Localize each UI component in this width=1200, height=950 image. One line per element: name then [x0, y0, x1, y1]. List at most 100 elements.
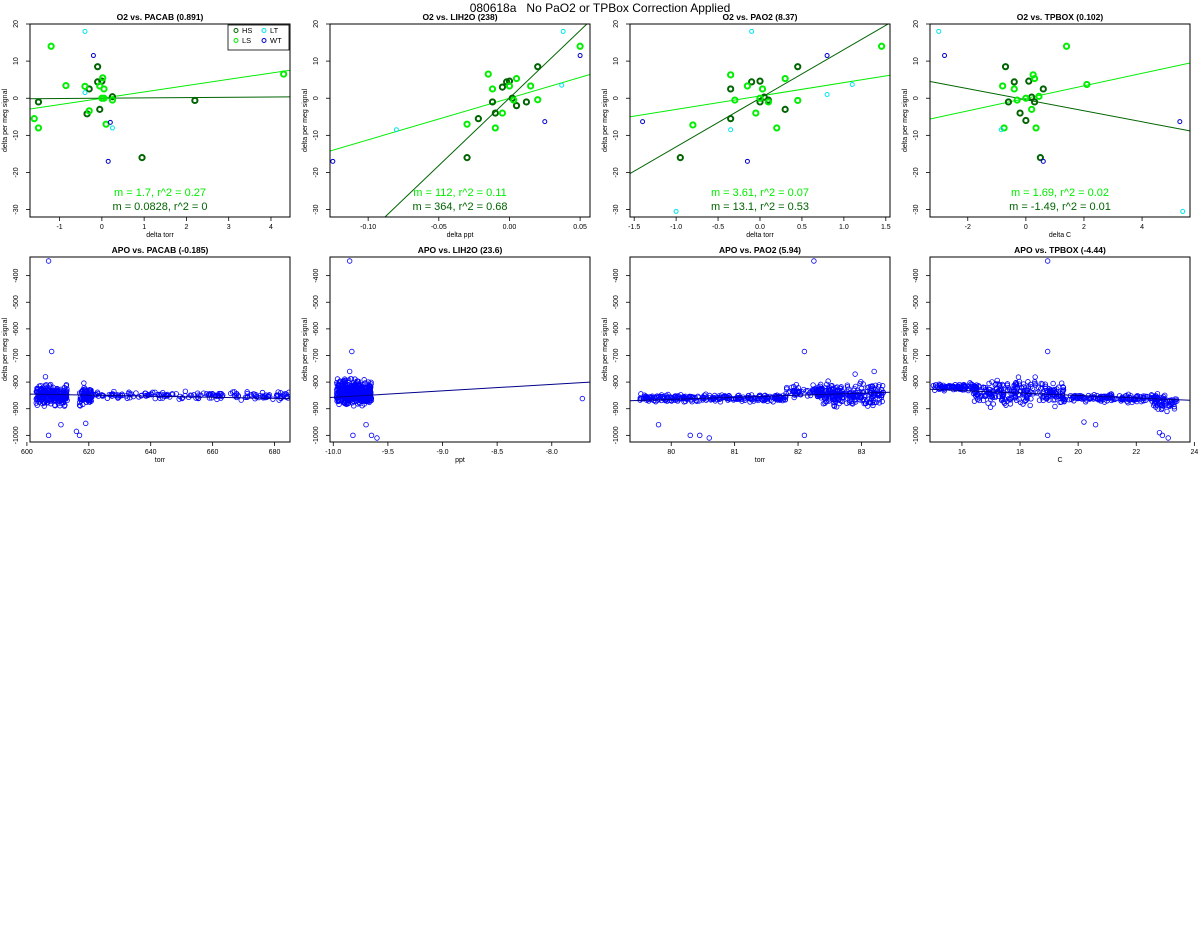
data-point [869, 383, 875, 389]
x-axis: -1.5 -1.0 -0.5 0.0 0.5 1.0 1.5 [628, 217, 891, 231]
data-point [156, 392, 162, 398]
y-tick-label: -20 [913, 167, 920, 177]
data-point-lt [728, 127, 734, 133]
y-axis: -30 -20 -10 0 10 20 [613, 20, 630, 215]
y-axis-label: delta per meg signal [902, 89, 909, 152]
data-point-outlier [374, 435, 380, 441]
data-point [57, 389, 63, 395]
data-point-ls [1030, 74, 1039, 83]
data-point [238, 397, 244, 403]
y-tick-label: -900 [13, 402, 20, 416]
x-tick-label: 0.00 [503, 224, 517, 231]
data-point [133, 390, 139, 396]
chart-title: O2 vs. PACAB (0.891) [117, 12, 204, 22]
data-point-lt [1180, 208, 1186, 214]
data-point [1151, 401, 1158, 407]
data-point [1133, 398, 1140, 405]
data-point [1016, 396, 1022, 403]
y-tick-label: -30 [913, 204, 920, 214]
data-point-hs [34, 98, 43, 106]
data-point [701, 392, 708, 399]
data-point [195, 395, 202, 402]
data-point-outlier [73, 428, 80, 435]
data-point [976, 397, 983, 404]
y-tick-label: -20 [313, 167, 320, 177]
x-tick-label: 4 [1140, 224, 1144, 231]
data-point [874, 388, 880, 394]
data-point-hs [463, 154, 471, 162]
data-point [333, 390, 340, 397]
data-point-ls [100, 85, 108, 93]
y-tick-label: -600 [313, 322, 320, 336]
y-axis-label: delta per meg signal [2, 318, 9, 381]
y-tick-label: -30 [313, 204, 320, 214]
y-axis-label: delta per meg signal [602, 318, 609, 381]
data-point [852, 399, 859, 405]
data-point [1160, 397, 1167, 403]
data-point [352, 381, 358, 387]
data-point-outlier [346, 258, 353, 264]
data-point [217, 390, 224, 397]
x-axis: -2 0 2 4 [965, 217, 1144, 231]
data-point-hs [1025, 77, 1033, 85]
legend-label: LS [242, 36, 251, 45]
data-point [1104, 395, 1111, 401]
data-point [1171, 399, 1178, 406]
data-point [359, 394, 366, 400]
y-tick-label: -400 [13, 269, 20, 283]
data-point [1042, 381, 1048, 387]
data-point-ls [1028, 105, 1036, 113]
legend-label: HS [242, 26, 252, 35]
data-point-outlier [1092, 421, 1099, 428]
data-point [804, 387, 811, 394]
chart-apo-vs-tpbox: APO vs. TPBOX (-4.44) 16 18 20 22 24 C -1000 -90… [902, 245, 1198, 464]
data-point-ls [108, 96, 117, 104]
x-axis-label: torr [755, 457, 766, 464]
data-point [992, 382, 998, 388]
data-point [647, 394, 653, 400]
data-point [876, 400, 883, 406]
y-tick-label: 10 [613, 57, 620, 65]
data-point [1009, 391, 1016, 398]
y-tick-label: -600 [913, 322, 920, 336]
data-point [365, 387, 371, 393]
x-tick-label: 83 [858, 449, 866, 456]
data-point-outlier [871, 368, 877, 375]
data-point [783, 394, 789, 400]
fit-annotation: m = 1.7, r^2 = 0.27 [114, 187, 206, 199]
y-axis-label: delta per meg signal [2, 89, 9, 152]
data-point [972, 384, 978, 390]
data-point [1015, 374, 1022, 380]
y-axis-label: delta per meg signal [902, 318, 909, 381]
data-point [1090, 396, 1097, 402]
data-point-ls [756, 94, 764, 102]
y-tick-label: -20 [613, 167, 620, 177]
y-axis: -1000 -900 -800 -700 -600 -500 -400 [613, 269, 630, 444]
data-point [42, 382, 48, 389]
plot-frame [329, 256, 591, 443]
x-tick-label: -9.5 [382, 449, 394, 456]
data-point-ls [773, 124, 781, 132]
data-point [143, 392, 149, 399]
x-axis: -0.10 -0.05 0.00 0.05 [360, 217, 587, 231]
data-point [364, 381, 371, 388]
data-point [270, 396, 276, 402]
data-point [989, 379, 995, 385]
data-point-hs [1001, 63, 1010, 71]
data-point [1160, 403, 1166, 409]
data-point [739, 398, 745, 404]
legend-marker [233, 38, 239, 43]
data-point-outlier [368, 432, 375, 439]
plot-frame [929, 256, 1191, 443]
x-axis-label: delta torr [146, 232, 174, 239]
data-point [652, 395, 658, 402]
data-point [1008, 388, 1015, 394]
data-point [1046, 397, 1052, 403]
data-point [62, 402, 68, 408]
y-tick-label: -600 [613, 322, 620, 336]
data-point-ls [752, 109, 760, 117]
data-point [334, 376, 341, 382]
data-point [336, 385, 342, 391]
data-point [179, 395, 185, 402]
data-point [868, 395, 875, 402]
